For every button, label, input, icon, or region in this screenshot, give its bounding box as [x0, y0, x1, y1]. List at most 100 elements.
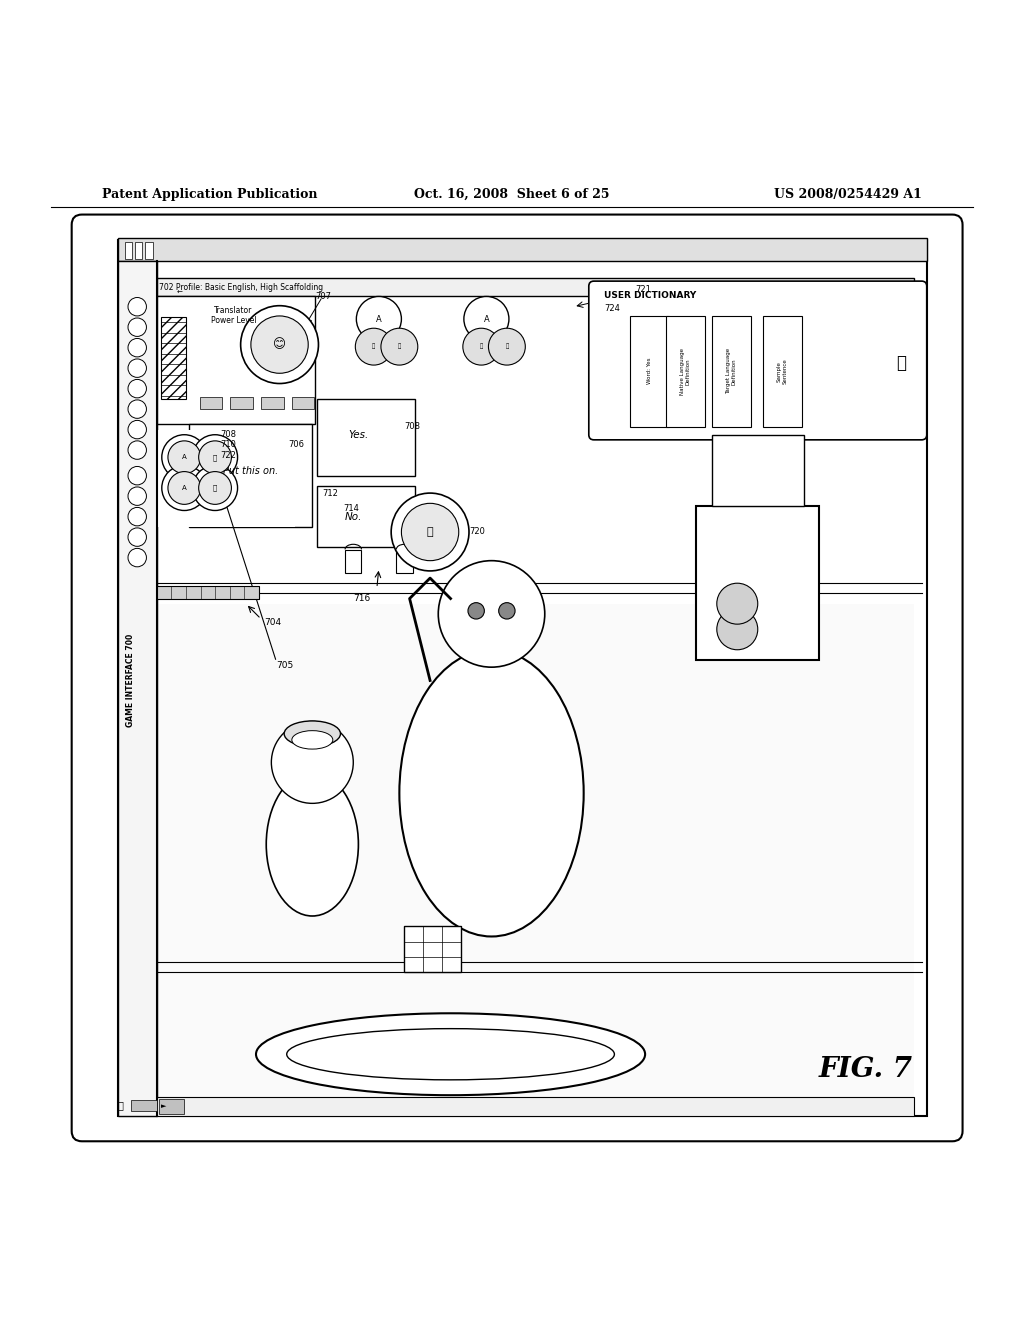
Bar	[666, 315, 705, 426]
Bar	[118, 260, 157, 1115]
Text: 706: 706	[289, 441, 305, 449]
Bar	[200, 397, 222, 409]
Text: FIG. 7: FIG. 7	[818, 1056, 912, 1084]
Circle shape	[381, 329, 418, 366]
Bar	[230, 397, 253, 409]
Circle shape	[128, 420, 146, 438]
Text: 汉: 汉	[479, 343, 483, 350]
Text: 👤: 👤	[427, 527, 433, 537]
Text: A: A	[376, 314, 382, 323]
Text: No.: No.	[345, 512, 361, 521]
Bar	[317, 399, 415, 475]
Circle shape	[128, 318, 146, 337]
Ellipse shape	[266, 772, 358, 916]
Bar	[157, 586, 259, 598]
Circle shape	[193, 434, 238, 479]
Circle shape	[391, 494, 469, 572]
Circle shape	[464, 297, 509, 342]
Text: 720: 720	[469, 528, 485, 536]
Bar	[131, 1101, 157, 1110]
Circle shape	[128, 338, 146, 356]
FancyBboxPatch shape	[589, 281, 927, 440]
Text: Yes.: Yes.	[348, 430, 369, 440]
Text: 708: 708	[220, 430, 237, 440]
Circle shape	[463, 329, 500, 366]
Circle shape	[241, 306, 318, 384]
Text: 🔊: 🔊	[896, 354, 906, 372]
Text: Native Language
Definition: Native Language Definition	[680, 347, 690, 395]
Text: Translator
Power Level: Translator Power Level	[211, 306, 256, 325]
Text: 汉: 汉	[397, 343, 401, 350]
Bar	[157, 429, 295, 527]
Circle shape	[128, 487, 146, 506]
Text: ►: ►	[161, 1104, 166, 1110]
Circle shape	[355, 329, 392, 366]
Circle shape	[199, 471, 231, 504]
Text: 724: 724	[604, 304, 621, 313]
Ellipse shape	[284, 721, 340, 747]
Text: Word: Yes: Word: Yes	[647, 358, 651, 384]
Bar	[118, 240, 927, 1115]
Text: GAME INTERFACE 700: GAME INTERFACE 700	[126, 634, 134, 727]
Circle shape	[468, 603, 484, 619]
Text: US 2008/0254429 A1: US 2008/0254429 A1	[774, 187, 922, 201]
Circle shape	[168, 441, 201, 474]
Text: 707: 707	[315, 292, 332, 301]
Bar	[159, 1100, 184, 1114]
Text: A: A	[483, 314, 489, 323]
Text: Target Language
Definition: Target Language Definition	[726, 348, 736, 395]
Text: Put this on.: Put this on.	[223, 466, 279, 475]
Text: 705: 705	[276, 660, 294, 669]
Bar	[404, 927, 461, 973]
Text: 708: 708	[404, 422, 421, 432]
Circle shape	[499, 603, 515, 619]
Bar	[630, 315, 669, 426]
Text: Oct. 16, 2008  Sheet 6 of 25: Oct. 16, 2008 Sheet 6 of 25	[415, 187, 609, 201]
Bar	[135, 242, 142, 259]
Text: Patent Application Publication: Patent Application Publication	[102, 187, 317, 201]
Circle shape	[356, 297, 401, 342]
Circle shape	[193, 466, 238, 511]
Circle shape	[128, 548, 146, 566]
Bar	[261, 397, 284, 409]
Circle shape	[128, 441, 146, 459]
Bar	[345, 550, 361, 573]
Text: A: A	[182, 484, 186, 491]
Text: 汉: 汉	[213, 454, 217, 461]
Text: 😊: 😊	[273, 338, 286, 351]
Circle shape	[128, 507, 146, 525]
Bar	[161, 317, 186, 399]
Bar	[145, 242, 153, 259]
Circle shape	[401, 503, 459, 561]
Ellipse shape	[292, 731, 333, 748]
Circle shape	[162, 434, 207, 479]
Bar	[712, 434, 804, 507]
Circle shape	[162, 466, 207, 511]
Text: 702 Profile: Basic English, High Scaffolding: 702 Profile: Basic English, High Scaffol…	[159, 282, 323, 292]
Bar	[157, 603, 914, 1115]
Text: 712: 712	[323, 488, 339, 498]
Text: 704: 704	[264, 618, 282, 627]
Text: ←: ←	[159, 289, 182, 296]
Text: ⓘ: ⓘ	[118, 1101, 124, 1110]
Circle shape	[199, 441, 231, 474]
Circle shape	[128, 379, 146, 397]
Circle shape	[251, 315, 308, 374]
Bar	[118, 238, 927, 260]
Bar	[125, 242, 132, 259]
Text: 汉: 汉	[372, 343, 376, 350]
Circle shape	[488, 329, 525, 366]
Bar	[292, 397, 314, 409]
Bar	[157, 279, 914, 297]
Ellipse shape	[399, 649, 584, 936]
Bar	[696, 507, 819, 660]
Text: 716: 716	[353, 594, 371, 603]
Circle shape	[128, 359, 146, 378]
Bar	[396, 550, 413, 573]
Text: Sample
Sentence: Sample Sentence	[777, 358, 787, 384]
Bar	[317, 486, 415, 548]
Circle shape	[128, 400, 146, 418]
Text: 721: 721	[635, 285, 651, 294]
Text: USER DICTIONARY: USER DICTIONARY	[604, 292, 696, 301]
Ellipse shape	[287, 1028, 614, 1080]
